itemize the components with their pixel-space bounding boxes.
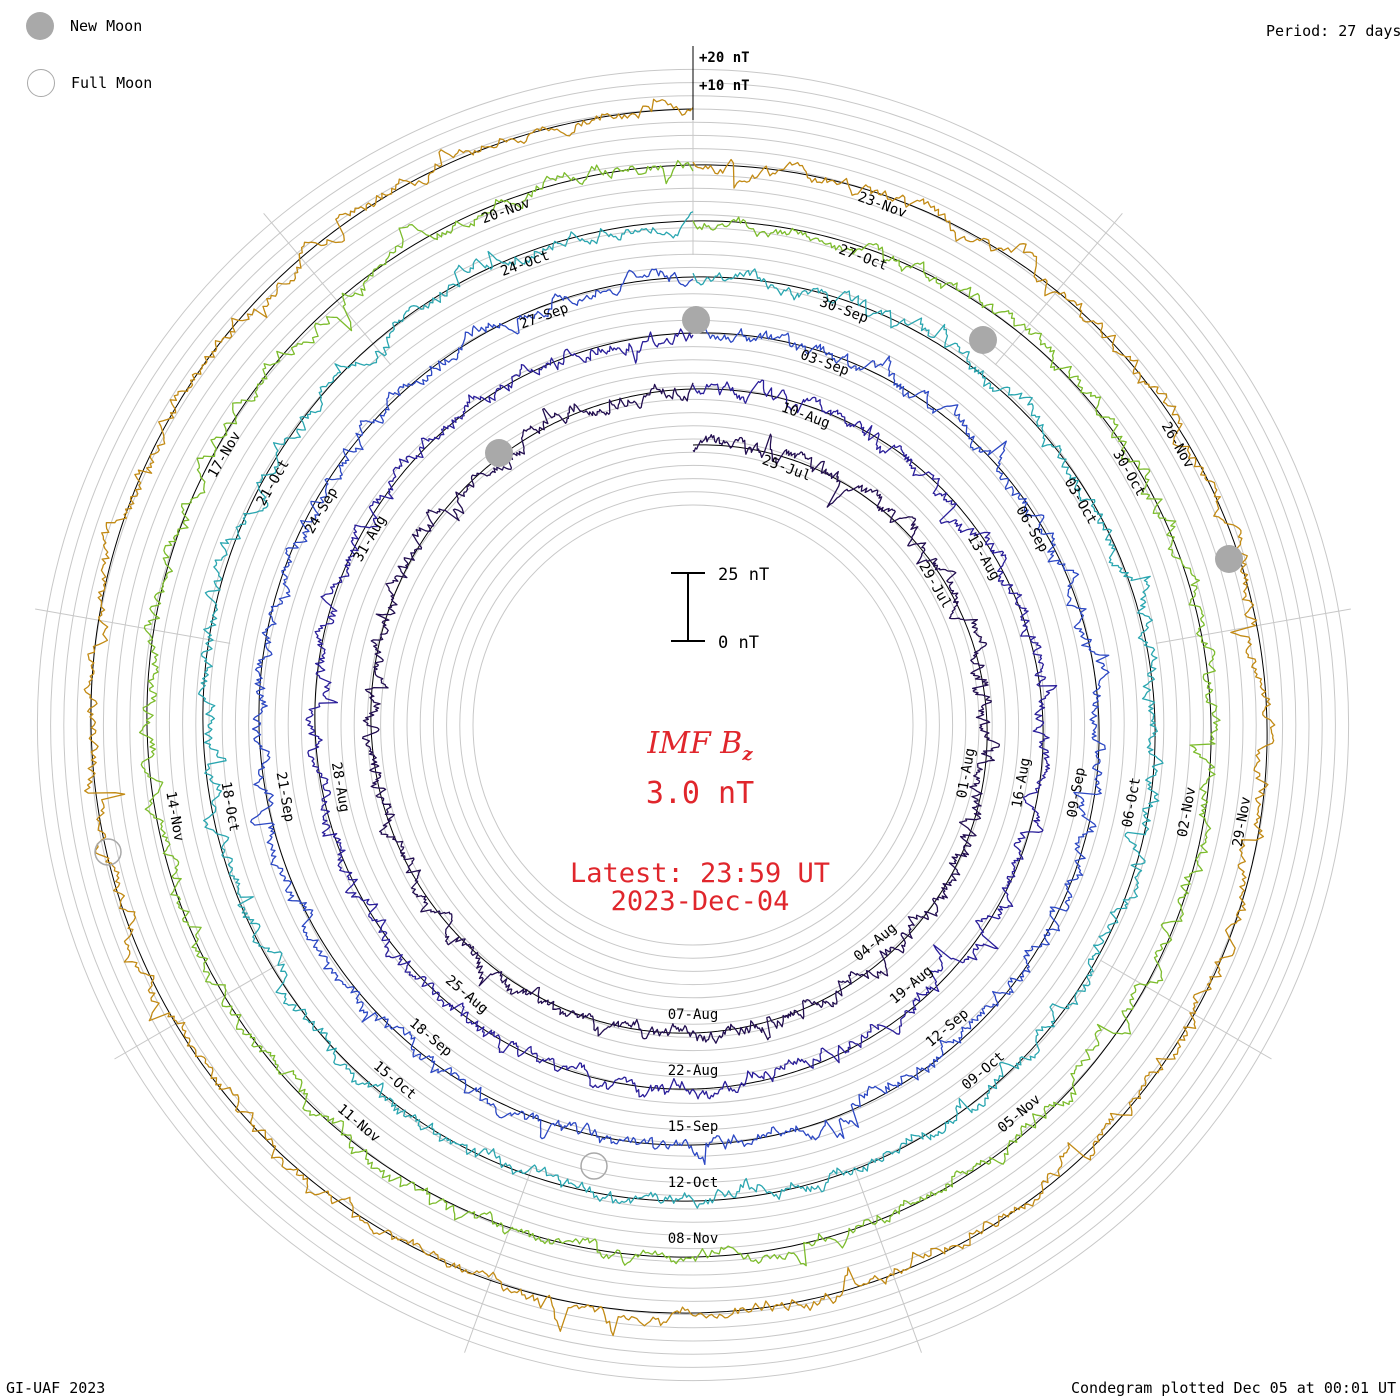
footer-credit: GI-UAF 2023 — [6, 1379, 106, 1397]
grid-ring — [327, 359, 1059, 1091]
series-trace-2 — [305, 328, 1058, 1100]
grid-ring — [340, 372, 1046, 1078]
date-tick-label: 27-Oct — [837, 242, 890, 274]
grid-spoke — [853, 1166, 922, 1353]
grid-ring — [446, 478, 940, 972]
grid-ring — [261, 293, 1125, 1157]
period-label: Period: 27 days — [1266, 22, 1400, 40]
new-moon-icon — [26, 12, 54, 40]
grid-ring — [314, 346, 1072, 1104]
grid-spoke — [1099, 959, 1272, 1060]
baseline-spiral-6 — [90, 108, 1268, 1314]
date-tick-label: 24-Oct — [499, 248, 552, 280]
date-tick-label: 21-Sep — [273, 771, 298, 824]
grid-ring — [89, 121, 1297, 1329]
grid-ring — [459, 491, 927, 959]
date-tick-label: 15-Sep — [668, 1119, 719, 1135]
scale-labels: +20 nT +10 nT — [699, 50, 750, 94]
date-tick-label: 14-Nov — [162, 790, 187, 843]
new-moon-marker — [1215, 545, 1243, 573]
grid-ring — [221, 253, 1165, 1197]
legend-new-moon: New Moon — [26, 12, 142, 40]
date-tick-label: 09-Oct — [959, 1049, 1008, 1094]
grid-ring — [366, 398, 1020, 1052]
baseline-spiral-4 — [202, 220, 1156, 1202]
latest-time: Latest: 23:59 UT — [569, 858, 831, 889]
legend-new-moon-label: New Moon — [70, 17, 143, 35]
grid-spoke — [114, 959, 287, 1060]
grid-ring — [406, 438, 980, 1012]
grid-ring — [63, 95, 1323, 1355]
legend-full-moon-label: Full Moon — [71, 74, 153, 92]
scale-label: +10 nT — [699, 78, 750, 94]
series-trace-3 — [250, 268, 1110, 1166]
grid-ring — [234, 266, 1152, 1184]
legend-full-moon: Full Moon — [27, 69, 152, 97]
parameter-title-main: IMF B — [647, 726, 743, 761]
latest-timestamp: Latest: 23:59 UT 2023-Dec-04 — [520, 860, 880, 916]
series-trace-6 — [83, 98, 1276, 1337]
baseline-spiral-1 — [370, 388, 988, 1034]
grid-ring — [393, 425, 993, 1025]
date-tick-label: 22-Aug — [668, 1063, 719, 1079]
full-moon-marker — [94, 838, 122, 866]
series-trace-4 — [197, 211, 1164, 1209]
parameter-title-sub: z — [742, 744, 753, 765]
date-tick-label: 25-Aug — [442, 972, 491, 1017]
grid-ring — [419, 451, 967, 999]
grid-spoke — [464, 1166, 533, 1353]
date-tick-label: 28-Aug — [328, 761, 353, 814]
date-tick-label: 18-Oct — [217, 780, 242, 833]
grid-ring — [248, 280, 1138, 1170]
new-moon-marker — [969, 326, 997, 354]
parameter-title: IMF Bz — [600, 726, 800, 765]
date-tick-label: 08-Nov — [668, 1231, 719, 1247]
date-tick-label: 12-Oct — [668, 1175, 719, 1191]
new-moon-marker — [682, 306, 710, 334]
grid-ring — [432, 464, 954, 986]
moon-markers — [94, 306, 1243, 1180]
date-tick-label: 30-Sep — [817, 294, 870, 326]
date-tick-label: 15-Oct — [370, 1058, 419, 1103]
grid-spoke — [35, 608, 231, 644]
series-trace-5 — [138, 159, 1221, 1267]
scale-bar-top-label: 25 nT — [718, 565, 769, 585]
grid-ring — [380, 412, 1006, 1038]
scale-label: +20 nT — [699, 50, 750, 66]
scale-bar-bottom-label: 0 nT — [718, 633, 759, 653]
grid-ring — [168, 200, 1218, 1250]
grid-ring — [353, 385, 1033, 1065]
date-tick-label: 20-Nov — [479, 195, 532, 227]
date-tick-label: 07-Aug — [668, 1007, 719, 1023]
grid-spoke — [263, 212, 392, 366]
latest-date: 2023-Dec-04 — [610, 886, 790, 917]
grid-ring — [155, 187, 1231, 1263]
new-moon-marker — [485, 439, 513, 467]
latest-value: 3.0 nT — [645, 776, 755, 811]
center-scale-bar: 25 nT 0 nT — [671, 565, 769, 653]
footer-plotted: Condegram plotted Dec 05 at 00:01 UT — [1071, 1379, 1397, 1397]
date-tick-label: 16-Aug — [1009, 757, 1034, 810]
grid-ring — [472, 504, 914, 946]
date-tick-label: 24-Sep — [302, 485, 341, 537]
series-trace-1 — [361, 382, 1000, 1044]
full-moon-marker — [580, 1152, 608, 1180]
grid-spoke — [994, 212, 1123, 366]
full-moon-icon — [27, 69, 55, 97]
